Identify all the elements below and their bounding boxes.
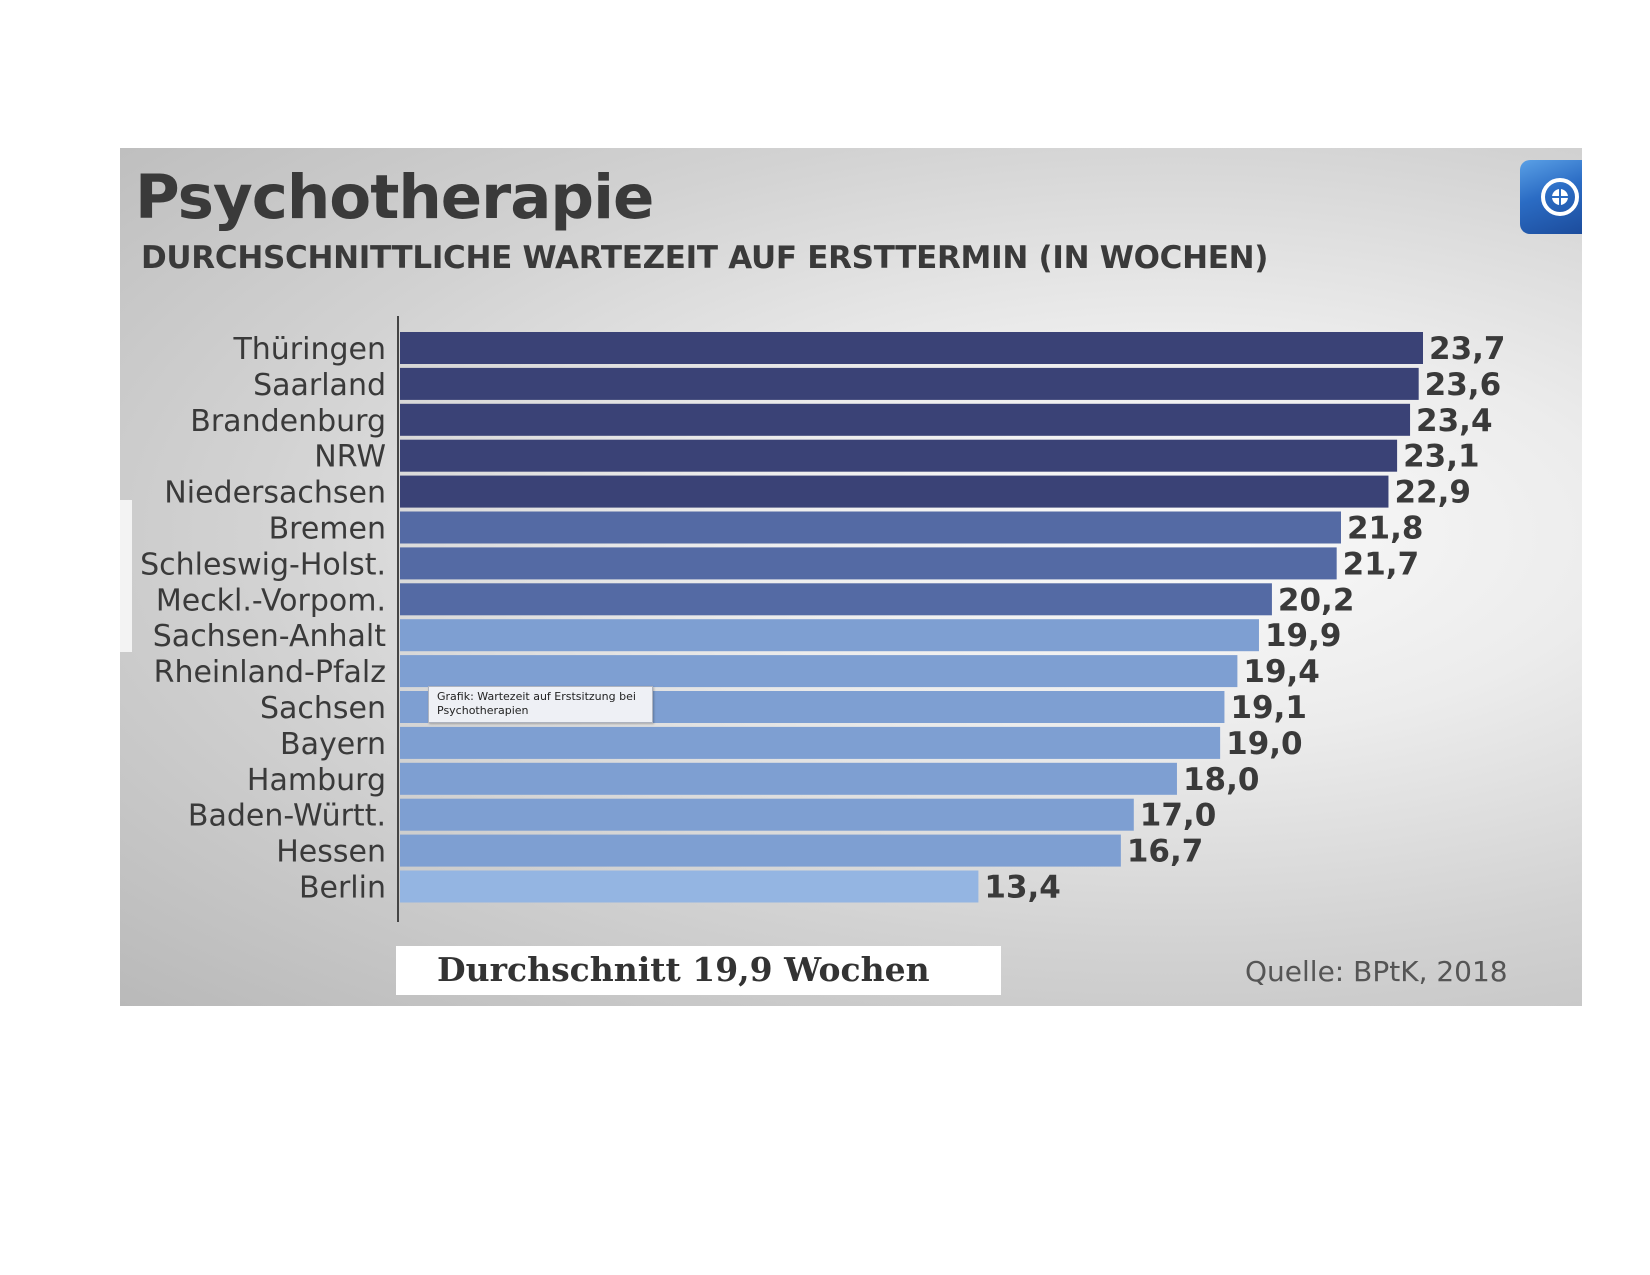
value-label: 23,1 (1403, 439, 1480, 475)
bar (400, 332, 1423, 364)
category-label: Berlin (299, 871, 386, 906)
value-label: 17,0 (1140, 798, 1217, 834)
value-label: 13,4 (984, 870, 1060, 906)
bar (400, 834, 1121, 867)
tooltip: Grafik: Wartezeit auf Erstsitzung bei Ps… (428, 686, 653, 723)
bar (400, 547, 1337, 580)
value-label: 19,0 (1226, 726, 1303, 762)
tooltip-line-1: Grafik: Wartezeit auf Erstsitzung bei (437, 690, 636, 703)
value-label: 16,7 (1127, 834, 1204, 870)
bar (400, 619, 1259, 652)
category-label: Bremen (269, 512, 386, 547)
broadcaster-logo (1520, 160, 1582, 234)
globe-icon (1541, 178, 1579, 216)
category-label: Hamburg (247, 763, 386, 798)
value-label: 19,1 (1230, 690, 1307, 726)
value-label: 18,0 (1183, 762, 1260, 798)
value-label: 22,9 (1394, 475, 1471, 511)
bar (400, 403, 1411, 436)
value-label: 21,8 (1347, 511, 1424, 547)
bar (400, 655, 1238, 688)
chart-subtitle: DURCHSCHNITTLICHE WARTEZEIT AUF ERSTTERM… (141, 240, 1269, 276)
category-label: Sachsen (260, 691, 386, 726)
category-label: Niedersachsen (164, 476, 386, 511)
bar (400, 798, 1134, 831)
category-label: Brandenburg (190, 404, 386, 439)
category-label: Meckl.-Vorpom. (156, 583, 386, 618)
panel-edge-marker (120, 500, 132, 652)
source-label: Quelle: BPtK, 2018 (1245, 955, 1508, 988)
bar (400, 511, 1341, 544)
value-label: 21,7 (1343, 546, 1420, 582)
value-label: 23,7 (1429, 331, 1506, 367)
value-label: 19,4 (1243, 654, 1320, 690)
average-label: Durchschnitt 19,9 Wochen (437, 950, 930, 989)
chart-title: Psychotherapie (135, 162, 654, 233)
bar (400, 439, 1398, 472)
bar (400, 475, 1389, 508)
bar (400, 367, 1419, 400)
bar (400, 762, 1177, 795)
value-label: 23,6 (1425, 367, 1502, 403)
average-box (396, 946, 1001, 995)
category-label: Hessen (276, 835, 386, 870)
value-label: 23,4 (1416, 403, 1493, 439)
category-label: Saarland (253, 368, 386, 403)
tooltip-line-2: Psychotherapien (437, 704, 529, 717)
category-label: NRW (314, 440, 386, 475)
category-label: Baden-Württ. (188, 799, 386, 834)
value-label: 19,9 (1265, 618, 1342, 654)
bar (400, 870, 979, 903)
category-label: Schleswig-Holst. (140, 547, 386, 582)
category-label: Rheinland-Pfalz (154, 655, 386, 690)
category-label: Thüringen (232, 332, 386, 367)
bars-group: Thüringen 23,7 Saarland 23,6 Brandenburg 23,4… (140, 331, 1505, 906)
bar (400, 583, 1272, 616)
category-label: Sachsen-Anhalt (153, 619, 386, 654)
bar (400, 726, 1221, 759)
value-label: 20,2 (1278, 582, 1355, 618)
category-label: Bayern (280, 727, 386, 762)
